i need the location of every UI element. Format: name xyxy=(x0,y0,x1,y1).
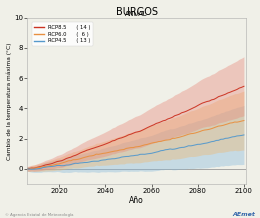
Text: AEmet: AEmet xyxy=(232,212,255,217)
Legend: RCP8.5      ( 14 ), RCP6.0      (  6 ), RCP4.5      ( 13 ): RCP8.5 ( 14 ), RCP6.0 ( 6 ), RCP4.5 ( 13… xyxy=(32,22,93,46)
Title: BURGOS: BURGOS xyxy=(116,7,158,17)
X-axis label: Año: Año xyxy=(129,196,144,204)
Y-axis label: Cambio de la temperatura máxima (°C): Cambio de la temperatura máxima (°C) xyxy=(7,42,12,160)
Text: ANUAL: ANUAL xyxy=(125,11,148,17)
Text: © Agencia Estatal de Meteorología: © Agencia Estatal de Meteorología xyxy=(5,213,74,217)
